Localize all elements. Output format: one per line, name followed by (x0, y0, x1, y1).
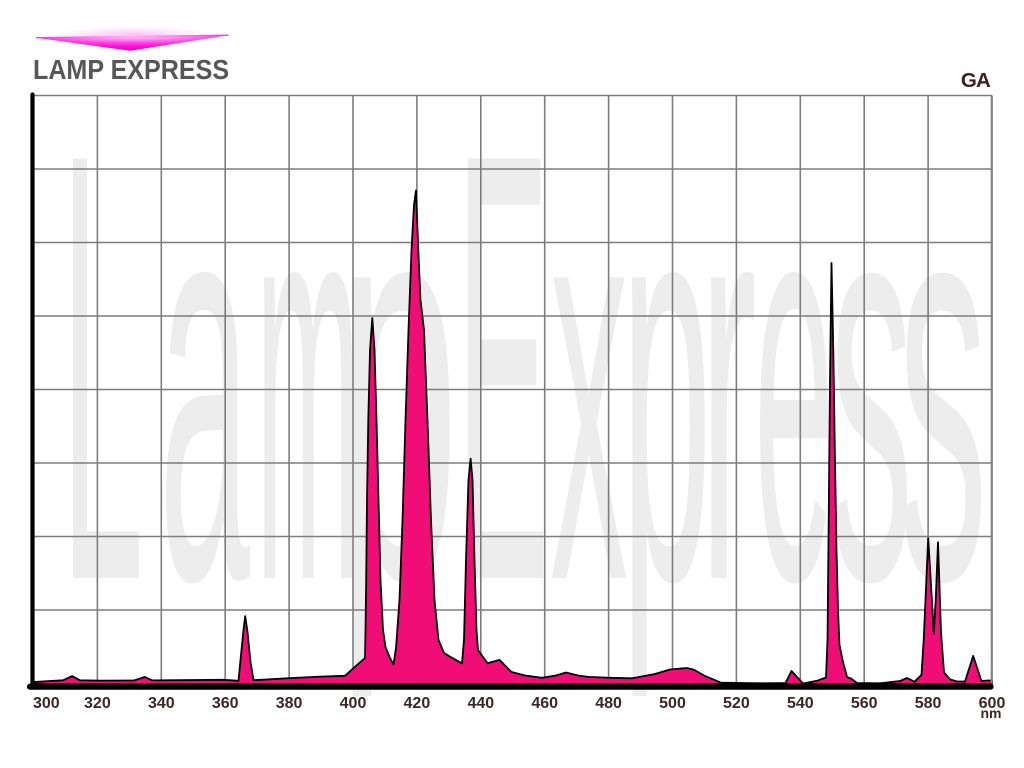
svg-text:a: a (159, 63, 251, 699)
svg-text:x: x (550, 63, 628, 699)
svg-text:r: r (700, 63, 757, 699)
svg-text:s: s (898, 63, 988, 699)
svg-text:L: L (61, 27, 144, 708)
svg-text:e: e (754, 63, 835, 699)
svg-text:p: p (621, 63, 711, 702)
